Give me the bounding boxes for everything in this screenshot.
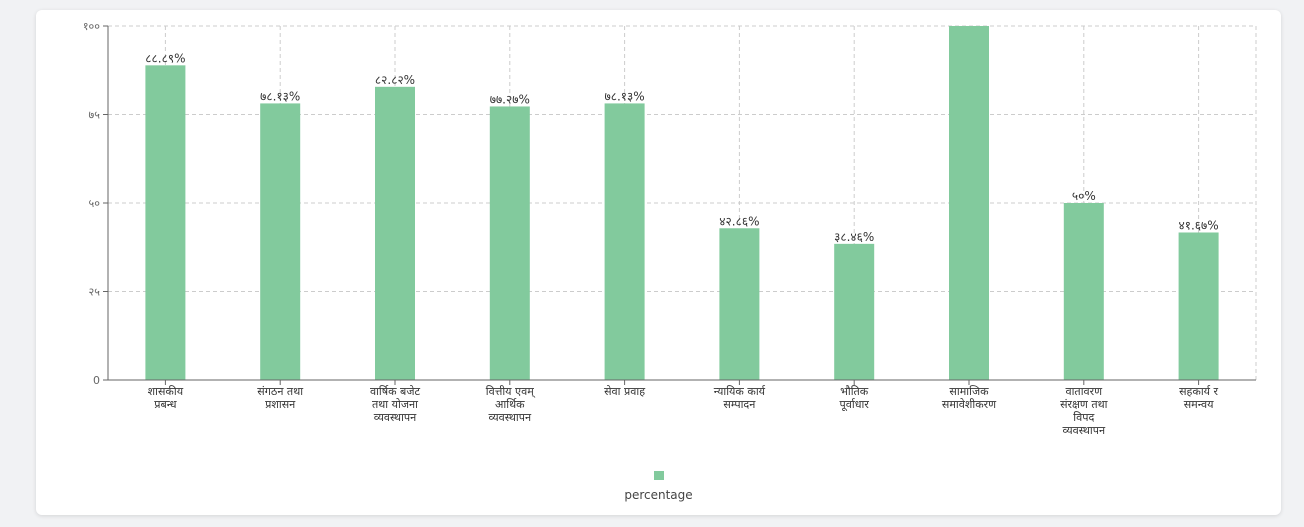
y-tick-label: १०० — [83, 20, 100, 33]
x-tick-label: संगठन तथा प्रशासन — [257, 385, 303, 411]
bar — [145, 65, 186, 380]
bar — [1063, 203, 1104, 380]
x-tick-label: न्यायिक कार्य सम्पादन — [714, 385, 766, 411]
bar — [489, 106, 530, 380]
bar-value-label: ८२.८२% — [375, 73, 415, 87]
x-tick-label: वार्षिक बजेट तथा योजना व्यवस्थापन — [370, 385, 421, 424]
bar-value-label: ७७.२७% — [490, 92, 530, 106]
legend-swatch — [653, 471, 664, 480]
bar — [949, 26, 989, 380]
legend[interactable]: percentage — [36, 465, 1281, 502]
bar-value-label: ८८.८९% — [145, 51, 185, 65]
x-tick-label: शासकीय प्रबन्ध — [148, 385, 184, 411]
bar-value-label: ३८.४६% — [834, 230, 874, 244]
bar — [260, 103, 301, 380]
bar-value-label: ४२.८६% — [719, 214, 759, 228]
x-tick-label: वित्तीय एवम् आर्थिक व्यवस्थापन — [486, 385, 536, 424]
x-tick-label: सामाजिक समावेशीकरण — [942, 385, 997, 411]
bar-value-label: ७८.१३% — [605, 89, 645, 103]
x-tick-label: सहकार्य र समन्वय — [1179, 385, 1218, 411]
bar — [1178, 232, 1219, 380]
y-tick-label: 0 — [93, 374, 100, 387]
y-tick-label: ७५ — [89, 109, 101, 122]
bar — [604, 103, 645, 380]
bar — [834, 243, 875, 380]
chart-card: ८८.८९% ७८.१३% ८२.८२% ७७.२७% ७८.१३% ४२.८६% ३८.४… — [36, 10, 1281, 515]
bar-chart: ८८.८९% ७८.१३% ८२.८२% ७७.२७% ७८.१३% ४२.८६% ३८.४… — [83, 20, 1257, 437]
bar-value-label: ५०% — [1072, 189, 1096, 203]
legend-label: percentage — [624, 488, 693, 502]
x-tick-label: सेवा प्रवाह — [604, 385, 645, 398]
x-tick-label: वातावरण संरक्षण तथा विपद व्यवस्थापन — [1060, 385, 1108, 437]
x-tick-label: भौतिक पूर्वाधार — [840, 385, 870, 412]
bar-value-label: ४१.६७% — [1179, 218, 1219, 232]
bar — [375, 86, 415, 380]
bar — [719, 228, 760, 380]
bar-value-label: ७८.१३% — [260, 89, 300, 103]
y-tick-label: २५ — [89, 286, 101, 299]
y-tick-label: ५० — [89, 197, 101, 210]
